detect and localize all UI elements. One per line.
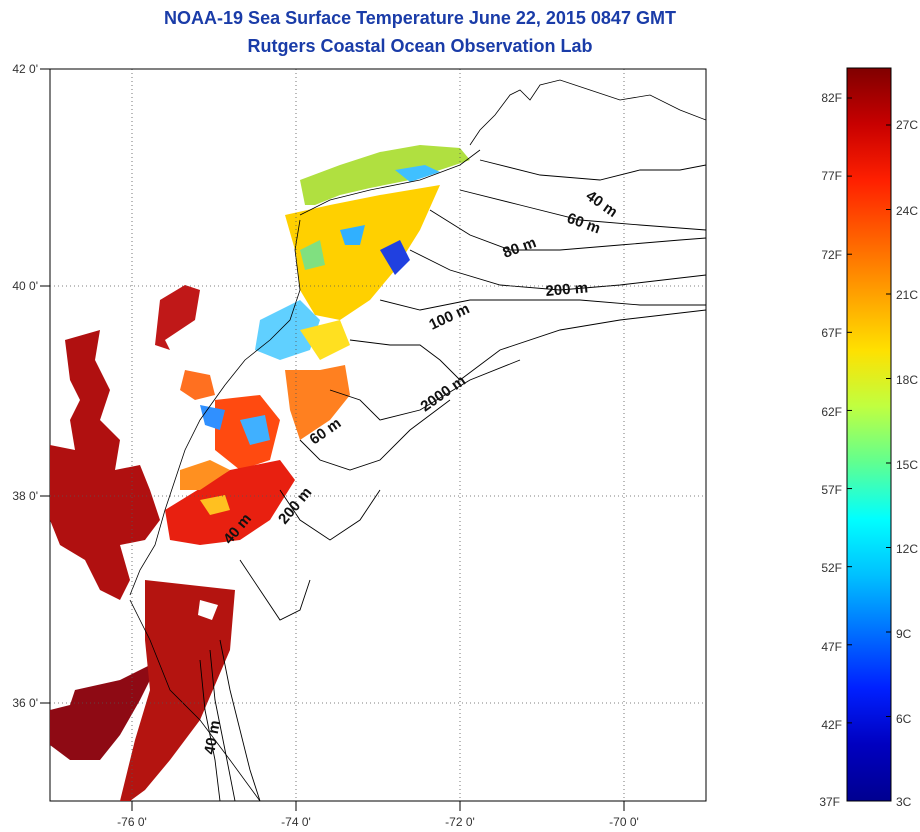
colorbar-f-label: 42F [821,718,842,732]
lat-label-36: 36 0' [12,696,38,710]
chesapeake-bay-sst [50,285,200,760]
lat-label-42: 42 0' [12,62,38,76]
colorbar-c-label: 12C [896,542,918,556]
colorbar-f-label: 57F [821,483,842,497]
lon-label-76: -76 0' [117,815,147,829]
colorbar-c-label: 24C [896,204,918,218]
colorbar-c-label: 3C [896,795,912,809]
offshore-sst [120,145,470,801]
colorbar-f-label: 77F [821,169,842,183]
lon-label-72: -72 0' [445,815,475,829]
colorbar-c-label: 15C [896,458,918,472]
colorbar-ticks [847,97,891,802]
colorbar-f-label: 67F [821,326,842,340]
depth-label: 200 m [545,279,589,300]
lat-label-38: 38 0' [12,489,38,503]
colorbar-f-label: 47F [821,640,842,654]
colorbar-c-label: 6C [896,712,912,726]
depth-label: 40 m [201,719,224,756]
colorbar [846,67,892,802]
map-title: NOAA-19 Sea Surface Temperature June 22,… [164,8,676,28]
frame-ticks [40,68,706,811]
lon-label-70: -70 0' [609,815,639,829]
colorbar-c-label: 18C [896,373,918,387]
map-subtitle: Rutgers Coastal Ocean Observation Lab [247,36,593,56]
colorbar-c-label: 21C [896,288,918,302]
colorbar-f-label: 72F [821,248,842,262]
colorbar-f-label: 82F [821,91,842,105]
lon-label-74: -74 0' [281,815,311,829]
colorbar-f-label: 37F [819,795,840,809]
bathymetry-contours [199,159,706,801]
coastline [129,79,706,801]
colorbar-f-label: 52F [821,561,842,575]
colorbar-c-label: 27C [896,118,918,132]
graticule [50,69,706,801]
colorbar-f-label: 62F [821,405,842,419]
lat-label-40: 40 0' [12,279,38,293]
colorbar-c-label: 9C [896,627,912,641]
